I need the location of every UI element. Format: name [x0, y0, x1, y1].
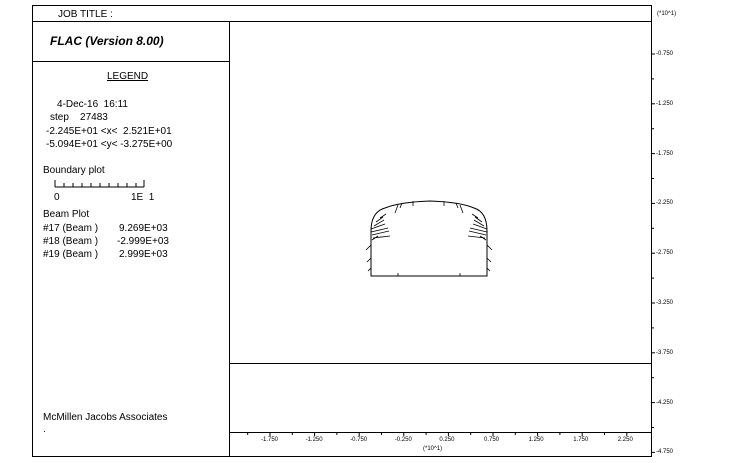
x-tick-label: 0.250: [439, 437, 455, 443]
beam-right-rays: [467, 213, 488, 241]
footer-company: McMillen Jacobs Associates: [43, 412, 168, 423]
legend-date-time: 4-Dec-16 16:11: [57, 99, 128, 110]
beam-left-rays: [370, 213, 391, 241]
beam-19-id: #19 (Beam ): [43, 249, 99, 260]
y-tick-label: -4.750: [656, 449, 674, 456]
legend-step: step 27483: [50, 112, 108, 123]
legend-heading: LEGEND: [107, 71, 149, 82]
beam-19-value: 2.999E+03: [119, 249, 168, 260]
job-title: JOB TITLE :: [58, 9, 113, 20]
footer-mark: .: [43, 424, 46, 435]
beam-18-value: -2.999E+03: [117, 236, 169, 247]
y-tick-label: -0.750: [656, 51, 674, 57]
x-axis-multiplier: (*10^1): [423, 446, 443, 452]
x-tick-label: 0.750: [484, 437, 500, 443]
scale-bar: [54, 180, 145, 188]
y-tick-label: -1.250: [656, 100, 674, 107]
x-tick-label: 1.750: [573, 437, 589, 443]
beam-17-id: #17 (Beam ): [43, 223, 99, 234]
beam-plot: [365, 201, 493, 276]
x-tick-label: 2.250: [617, 437, 633, 443]
legend-x-range: -2.245E+01 <x< 2.521E+01: [46, 126, 172, 137]
y-tick-label: -2.250: [656, 200, 674, 207]
x-tick-label: -1.250: [305, 437, 323, 443]
program-title: FLAC (Version 8.00): [50, 34, 164, 48]
y-tick-label: -3.250: [656, 300, 674, 306]
lower-plot-area: [229, 363, 652, 433]
y-tick-label: -4.250: [656, 399, 674, 406]
tunnel-outline: [370, 200, 488, 277]
y-tick-label: -2.750: [656, 250, 674, 257]
boundary-plot-label: Boundary plot: [43, 165, 105, 176]
y-tick-label: -1.750: [656, 150, 674, 157]
beam-crown-marks: [394, 201, 464, 214]
beam-plot-label: Beam Plot: [43, 209, 90, 220]
scale-zero: 0: [54, 192, 60, 203]
tick-marks: [247, 53, 655, 453]
y-axis-multiplier: (*10^1): [657, 11, 677, 17]
beam-17-value: 9.269E+03: [119, 223, 168, 234]
beam-18-id: #18 (Beam ): [43, 236, 99, 247]
x-tick-label: -1.750: [261, 437, 279, 443]
scale-max: 1E 1: [131, 192, 155, 203]
tunnel-boundary: [370, 200, 488, 277]
x-tick-label: -0.750: [350, 437, 368, 443]
beam-side-marks: [365, 244, 493, 276]
y-tick-label: -3.750: [656, 349, 674, 356]
x-tick-label: -0.250: [394, 437, 412, 443]
x-tick-label: 1.250: [528, 437, 544, 443]
legend-y-range: -5.094E+01 <y< -3.275E+00: [46, 139, 173, 150]
